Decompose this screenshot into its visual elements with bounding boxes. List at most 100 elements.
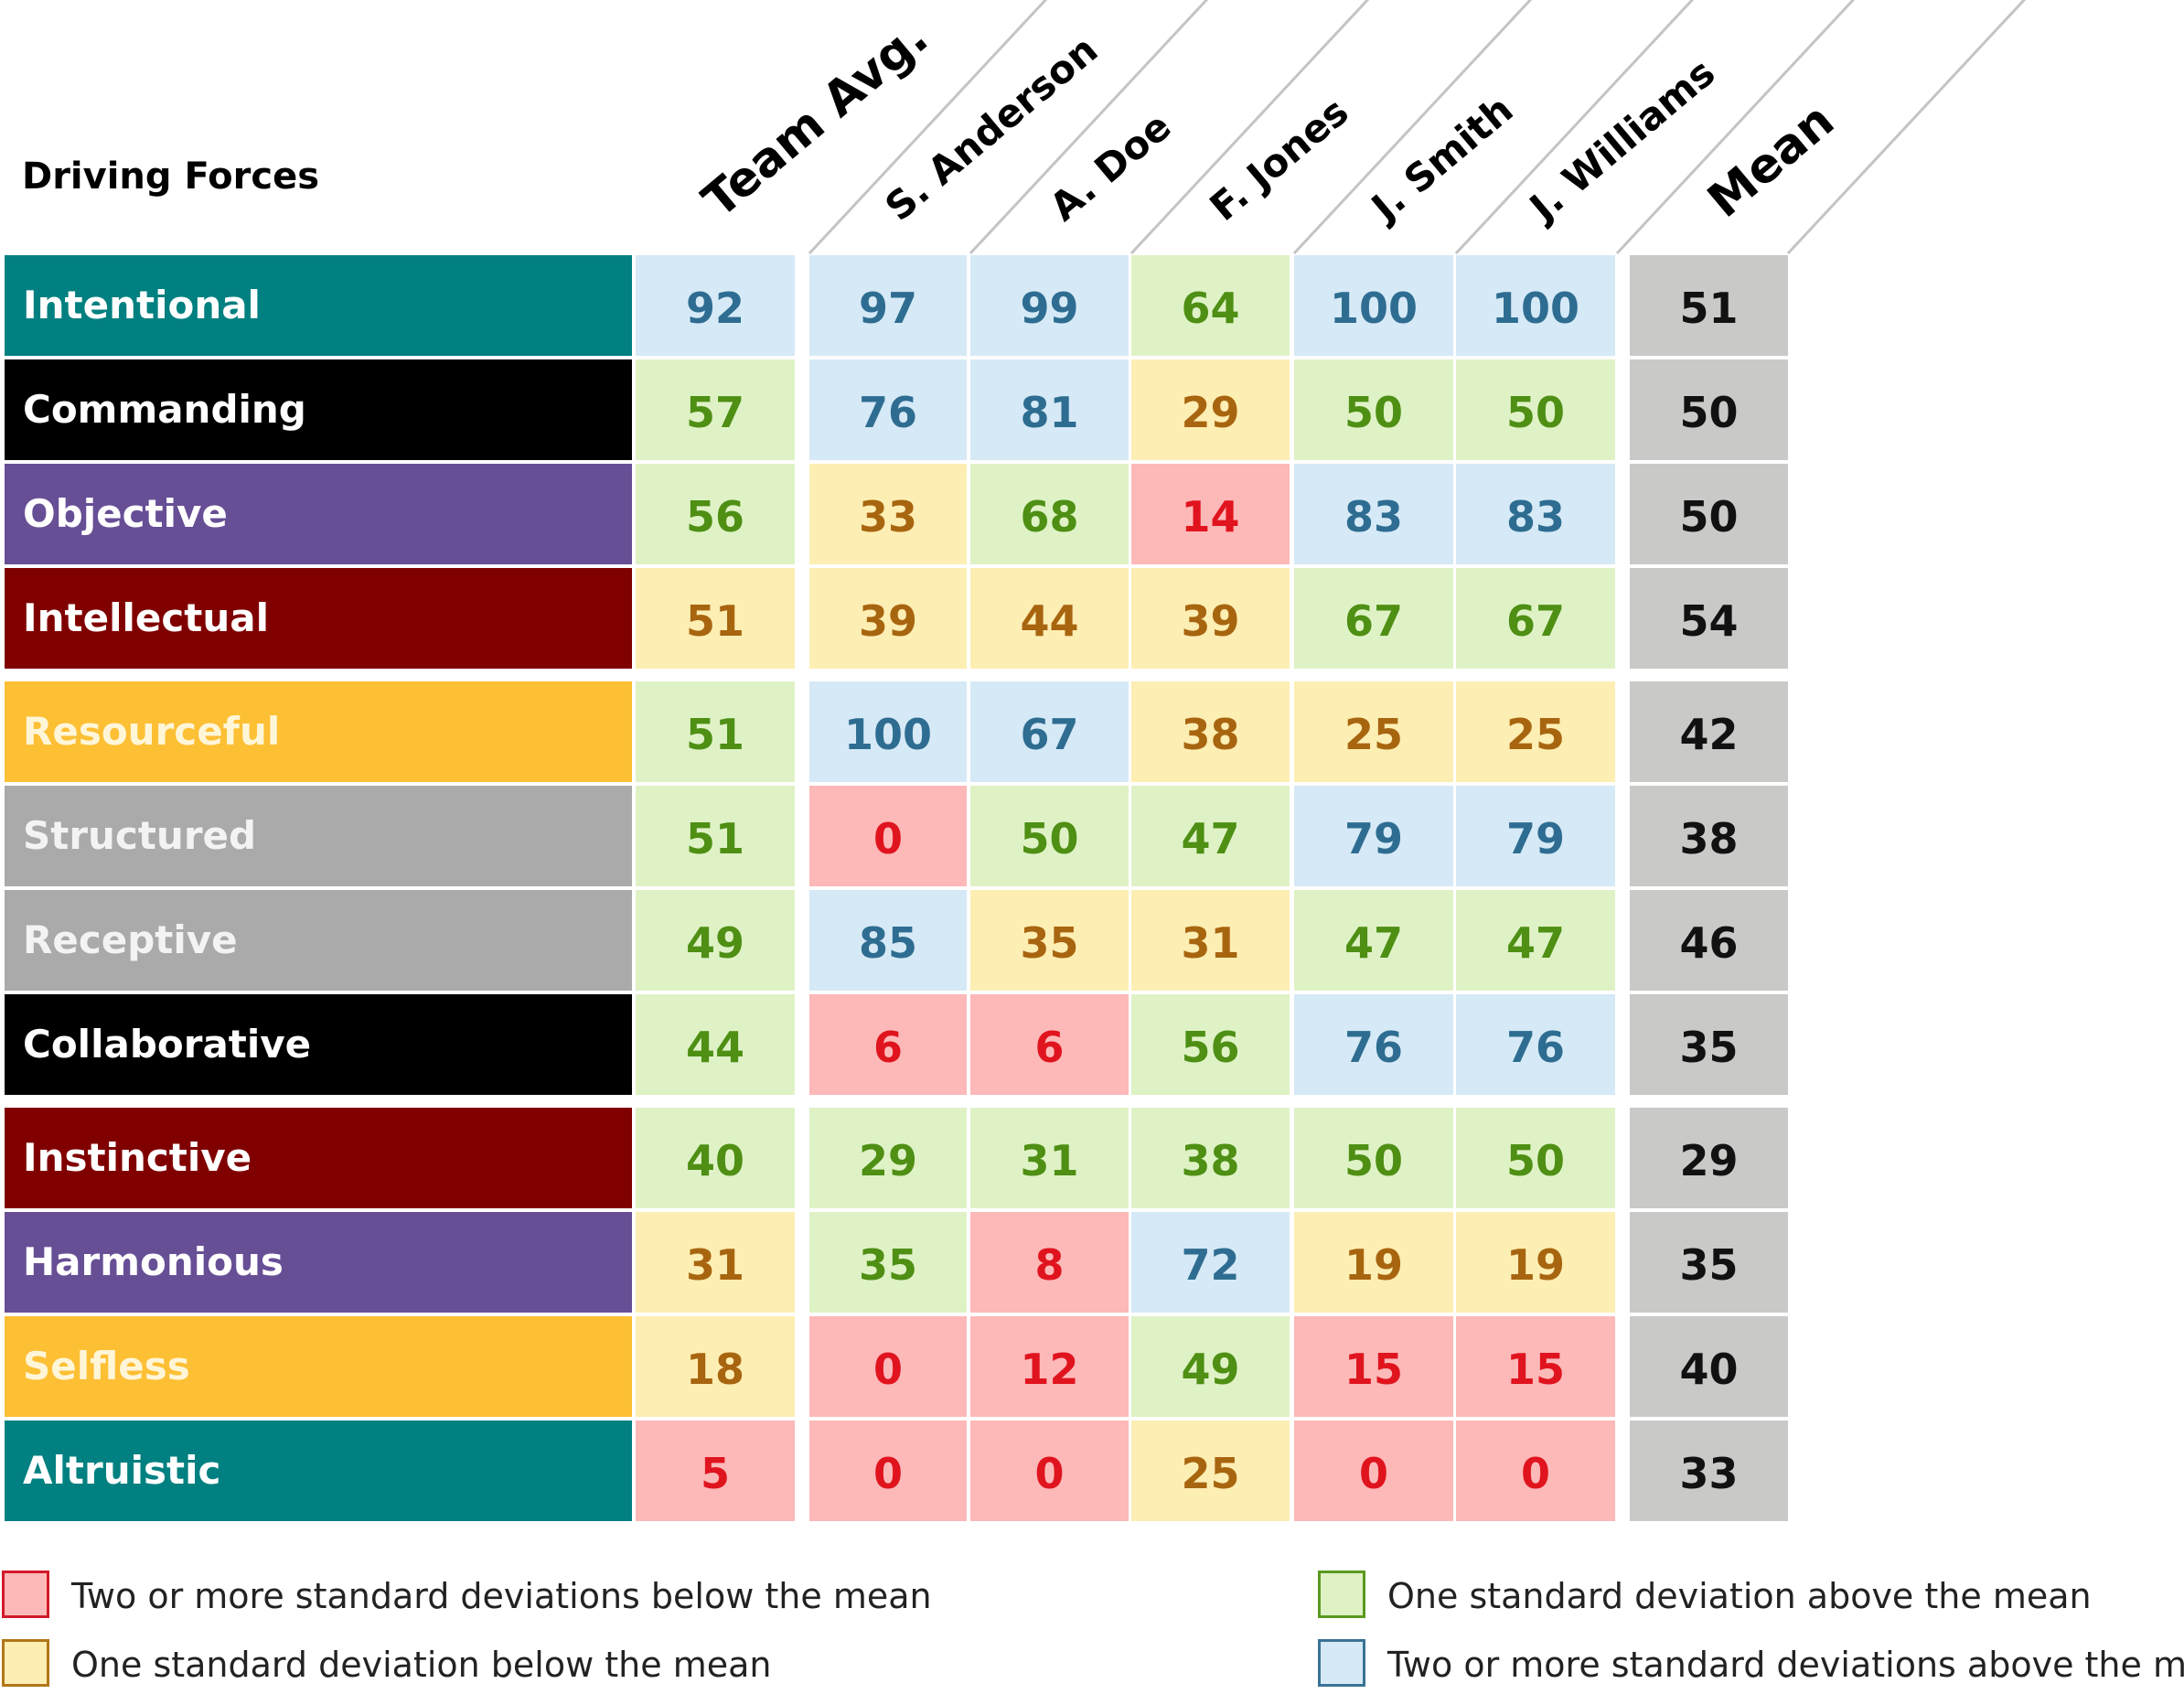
row-label: Instinctive xyxy=(23,1135,252,1180)
mean-cell: 54 xyxy=(1630,568,1788,669)
score-cell: 49 xyxy=(1131,1316,1290,1417)
score-cell: 51 xyxy=(636,568,795,669)
mean-cell: 40 xyxy=(1630,1316,1788,1417)
score-cell: 92 xyxy=(636,255,795,356)
score-cell: 19 xyxy=(1456,1212,1615,1313)
score-cell: 0 xyxy=(970,1421,1129,1521)
legend-label: One standard deviation below the mean xyxy=(71,1645,772,1685)
score-cell: 51 xyxy=(636,786,795,886)
row-label-cell: Resourceful xyxy=(5,681,632,782)
score-cell: 97 xyxy=(809,255,967,356)
score-cell: 44 xyxy=(636,994,795,1095)
score-cell: 38 xyxy=(1131,681,1290,782)
score-cell: 8 xyxy=(970,1212,1129,1313)
row-label-cell: Instinctive xyxy=(5,1108,632,1208)
header-divider-line xyxy=(969,0,1209,255)
score-cell: 18 xyxy=(636,1316,795,1417)
row-label: Altruistic xyxy=(23,1448,221,1493)
score-cell: 14 xyxy=(1131,464,1290,564)
row-label-cell: Objective xyxy=(5,464,632,564)
score-cell: 0 xyxy=(809,1316,967,1417)
mean-cell: 29 xyxy=(1630,1108,1788,1208)
score-cell: 76 xyxy=(1456,994,1615,1095)
score-cell: 49 xyxy=(636,890,795,991)
score-cell: 76 xyxy=(1294,994,1453,1095)
score-cell: 50 xyxy=(1294,1108,1453,1208)
row-label-cell: Harmonious xyxy=(5,1212,632,1313)
row-label-cell: Selfless xyxy=(5,1316,632,1417)
mean-cell: 35 xyxy=(1630,1212,1788,1313)
score-cell: 51 xyxy=(636,681,795,782)
mean-cell: 51 xyxy=(1630,255,1788,356)
score-cell: 67 xyxy=(970,681,1129,782)
row-label-cell: Intentional xyxy=(5,255,632,356)
legend-swatch xyxy=(1318,1571,1365,1618)
score-cell: 15 xyxy=(1456,1316,1615,1417)
score-cell: 64 xyxy=(1131,255,1290,356)
score-cell: 39 xyxy=(1131,568,1290,669)
header-divider-line xyxy=(1786,0,2027,255)
score-cell: 56 xyxy=(636,464,795,564)
score-cell: 50 xyxy=(1294,359,1453,460)
score-cell: 47 xyxy=(1294,890,1453,991)
row-label-cell: Collaborative xyxy=(5,994,632,1095)
score-cell: 50 xyxy=(1456,1108,1615,1208)
score-cell: 56 xyxy=(1131,994,1290,1095)
score-cell: 35 xyxy=(809,1212,967,1313)
score-cell: 40 xyxy=(636,1108,795,1208)
header-diagonal-lines xyxy=(808,0,2027,255)
score-cell: 39 xyxy=(809,568,967,669)
mean-cell: 50 xyxy=(1630,359,1788,460)
score-cell: 33 xyxy=(809,464,967,564)
score-cell: 6 xyxy=(970,994,1129,1095)
score-cell: 67 xyxy=(1456,568,1615,669)
mean-cell: 38 xyxy=(1630,786,1788,886)
score-cell: 0 xyxy=(809,786,967,886)
header-divider-line xyxy=(1129,0,1370,255)
header-divider-line xyxy=(1615,0,1856,255)
score-cell: 47 xyxy=(1456,890,1615,991)
row-label: Harmonious xyxy=(23,1239,284,1284)
legend-swatch xyxy=(2,1571,49,1618)
score-cell: 6 xyxy=(809,994,967,1095)
score-cell: 15 xyxy=(1294,1316,1453,1417)
row-label: Collaborative xyxy=(23,1022,312,1067)
score-cell: 0 xyxy=(809,1421,967,1521)
mean-cell: 33 xyxy=(1630,1421,1788,1521)
score-cell: 35 xyxy=(970,890,1129,991)
mean-cell: 50 xyxy=(1630,464,1788,564)
score-cell: 83 xyxy=(1456,464,1615,564)
mean-cell: 46 xyxy=(1630,890,1788,991)
score-cell: 29 xyxy=(1131,359,1290,460)
row-label-cell: Structured xyxy=(5,786,632,886)
legend-swatch xyxy=(1318,1639,1365,1687)
score-cell: 85 xyxy=(809,890,967,991)
score-cell: 0 xyxy=(1456,1421,1615,1521)
score-cell: 31 xyxy=(1131,890,1290,991)
table-title: Driving Forces xyxy=(22,155,320,198)
score-cell: 31 xyxy=(970,1108,1129,1208)
score-cell: 79 xyxy=(1456,786,1615,886)
score-cell: 100 xyxy=(809,681,967,782)
score-cell: 81 xyxy=(970,359,1129,460)
score-cell: 79 xyxy=(1294,786,1453,886)
row-label-cell: Altruistic xyxy=(5,1421,632,1521)
score-cell: 100 xyxy=(1294,255,1453,356)
score-cell: 50 xyxy=(970,786,1129,886)
score-cell: 31 xyxy=(636,1212,795,1313)
mean-cell: 35 xyxy=(1630,994,1788,1095)
row-label: Intellectual xyxy=(23,595,269,640)
legend-label: Two or more standard deviations above th… xyxy=(1387,1645,2184,1685)
score-cell: 72 xyxy=(1131,1212,1290,1313)
score-cell: 25 xyxy=(1294,681,1453,782)
legend-label: One standard deviation above the mean xyxy=(1387,1576,2092,1616)
row-label: Structured xyxy=(23,813,257,858)
score-cell: 5 xyxy=(636,1421,795,1521)
score-cell: 100 xyxy=(1456,255,1615,356)
score-cell: 25 xyxy=(1456,681,1615,782)
row-label: Commanding xyxy=(23,387,306,432)
score-cell: 25 xyxy=(1131,1421,1290,1521)
score-cell: 50 xyxy=(1456,359,1615,460)
legend-swatch xyxy=(2,1639,49,1687)
